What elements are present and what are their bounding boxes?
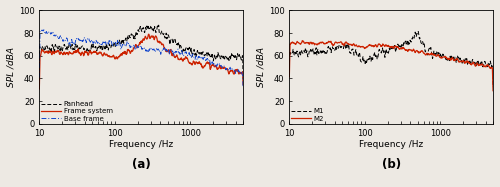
M1 — [490, 86, 496, 88]
Text: (b): (b) — [382, 158, 401, 171]
M1 — [415, 30, 421, 33]
Y-axis label: SPL /dBA: SPL /dBA — [7, 47, 16, 87]
M2 — [379, 45, 385, 47]
Panhead — [72, 46, 78, 48]
Frame system — [88, 52, 94, 54]
Legend: Panhead, Frame system, Base frame: Panhead, Frame system, Base frame — [42, 101, 113, 122]
M2 — [440, 56, 446, 58]
Base frame — [89, 39, 95, 41]
Line: M1: M1 — [290, 31, 493, 87]
Frame system — [190, 62, 196, 64]
Line: Panhead: Panhead — [40, 25, 243, 79]
M1 — [440, 53, 446, 55]
Base frame — [36, 76, 43, 79]
Panhead — [240, 78, 246, 80]
Panhead — [156, 32, 162, 34]
M2 — [406, 48, 412, 51]
M2 — [339, 43, 345, 45]
Base frame — [172, 50, 178, 53]
Frame system — [128, 49, 134, 51]
Panhead — [172, 42, 178, 45]
Panhead — [88, 43, 94, 45]
Panhead — [36, 71, 43, 73]
Y-axis label: SPL /dBA: SPL /dBA — [257, 47, 266, 87]
M1 — [422, 50, 428, 52]
Text: (a): (a) — [132, 158, 150, 171]
Base frame — [41, 29, 47, 31]
X-axis label: Frequency /Hz: Frequency /Hz — [109, 140, 174, 149]
X-axis label: Frequency /Hz: Frequency /Hz — [359, 140, 424, 149]
Panhead — [156, 24, 162, 26]
M1 — [378, 52, 384, 54]
M1 — [338, 45, 344, 48]
M2 — [300, 40, 306, 42]
M2 — [322, 42, 328, 45]
M1 — [322, 52, 328, 54]
Frame system — [172, 56, 178, 58]
Base frame — [129, 46, 135, 48]
Panhead — [190, 52, 196, 55]
Line: M2: M2 — [290, 41, 493, 91]
M1 — [286, 72, 292, 75]
Frame system — [156, 42, 162, 44]
Frame system — [72, 49, 78, 52]
Panhead — [128, 33, 134, 35]
M2 — [490, 90, 496, 92]
Base frame — [72, 39, 78, 41]
Legend: M1, M2: M1, M2 — [292, 108, 324, 122]
Base frame — [240, 86, 246, 88]
Base frame — [190, 54, 196, 56]
Base frame — [156, 51, 162, 53]
M2 — [422, 53, 428, 56]
Line: Base frame: Base frame — [40, 30, 243, 87]
M1 — [406, 43, 412, 45]
Frame system — [146, 33, 152, 35]
Frame system — [36, 88, 43, 90]
M2 — [286, 76, 292, 78]
Line: Frame system: Frame system — [40, 34, 243, 89]
Frame system — [240, 83, 246, 86]
